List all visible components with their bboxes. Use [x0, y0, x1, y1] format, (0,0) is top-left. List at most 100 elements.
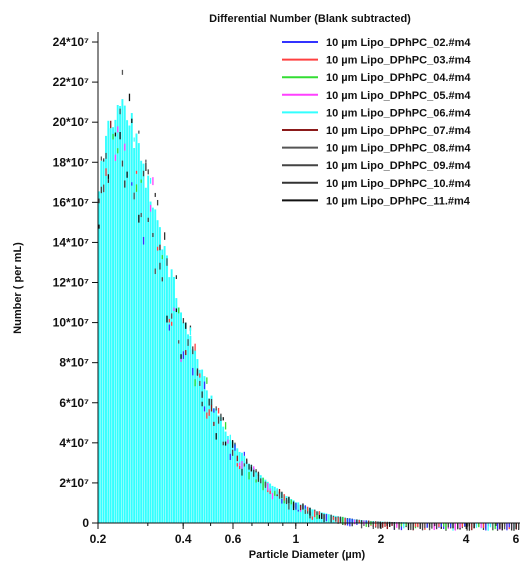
series-mark: [236, 463, 238, 467]
series-mark: [149, 204, 152, 212]
series-mark: [314, 510, 316, 518]
series-mark: [171, 321, 173, 326]
series-mark: [321, 513, 323, 519]
series-mark: [311, 510, 313, 517]
series-mark: [450, 522, 452, 528]
series-mark: [506, 522, 508, 531]
histogram-bar: [205, 390, 208, 523]
series-mark: [518, 522, 520, 529]
series-mark: [377, 521, 379, 529]
y-tick-label: 24*10⁷: [53, 35, 89, 49]
series-mark: [375, 521, 377, 527]
series-mark: [138, 130, 140, 134]
histogram-bar: [301, 504, 304, 523]
y-tick-label: 14*10⁷: [53, 235, 89, 249]
series-mark: [114, 132, 117, 137]
series-mark: [208, 398, 210, 406]
series-mark: [267, 483, 269, 491]
y-tick-label: 2*10⁷: [59, 476, 89, 490]
series-mark: [248, 472, 250, 480]
series-mark: [435, 522, 438, 530]
series-mark: [438, 522, 440, 527]
series-mark: [349, 518, 351, 525]
histogram-bar: [98, 191, 100, 523]
series-mark: [192, 367, 194, 376]
series-mark: [412, 522, 414, 530]
series-mark: [119, 132, 121, 140]
series-mark: [117, 148, 119, 154]
series-mark: [281, 499, 283, 504]
series-mark: [461, 522, 464, 527]
series-mark: [117, 126, 119, 133]
series-mark: [421, 522, 424, 531]
series-mark: [147, 169, 149, 175]
series-mark: [475, 522, 478, 528]
series-mark: [323, 514, 325, 523]
histogram-bar: [271, 485, 274, 523]
series-mark: [121, 160, 124, 167]
series-mark: [140, 179, 142, 183]
histogram-bar: [285, 496, 288, 523]
series-mark: [224, 441, 227, 446]
histogram-bar: [147, 175, 150, 523]
series-mark: [100, 156, 102, 161]
series-mark: [189, 327, 192, 336]
series-mark: [255, 479, 257, 483]
series-mark: [325, 514, 328, 522]
y-axis: 0 2*10⁷ 4*10⁷ 6*10⁷ 8*10⁷ 10*10⁷ 12*10⁷ 14*10⁷ 1…: [53, 32, 99, 530]
series-mark: [210, 404, 213, 412]
series-mark: [203, 381, 206, 390]
series-mark: [426, 522, 428, 528]
histogram-bar: [222, 426, 225, 523]
legend-label: 10 µm Lipo_DPhPC_10.#m4: [326, 178, 471, 190]
histogram-bar: [130, 113, 133, 523]
series-mark: [173, 288, 175, 296]
histogram-bar: [163, 246, 166, 524]
histogram-bar: [194, 350, 197, 523]
series-mark: [142, 170, 145, 177]
series-mark: [302, 503, 304, 510]
legend-label: 10 µm Lipo_DPhPC_03.#m4: [326, 55, 471, 67]
series-mark: [138, 214, 140, 223]
series-mark: [145, 163, 147, 171]
x-tick-label: 0.2: [90, 532, 107, 546]
series-mark: [140, 212, 142, 218]
series-mark: [257, 474, 260, 482]
histogram-bar: [109, 128, 112, 524]
histogram-bar: [259, 475, 262, 523]
series-mark: [262, 477, 264, 485]
series-mark: [288, 502, 290, 510]
histogram-bar: [201, 369, 204, 523]
series-mark: [222, 417, 224, 421]
histogram-bar: [154, 209, 157, 524]
histogram-bar: [173, 276, 175, 523]
series-mark: [292, 501, 295, 508]
series-mark: [107, 174, 110, 179]
histogram-bar: [248, 463, 250, 523]
series-mark: [276, 488, 278, 495]
series-mark: [194, 379, 196, 387]
series-mark: [414, 522, 417, 527]
series-mark: [210, 399, 213, 405]
series-mark: [185, 322, 187, 329]
histogram-bar: [269, 483, 272, 523]
series-mark: [215, 406, 217, 411]
series-mark: [105, 168, 107, 176]
series-mark: [154, 192, 156, 197]
series-mark: [192, 346, 194, 355]
histogram-bar: [140, 160, 143, 523]
series-mark: [217, 416, 220, 424]
histogram-bar: [128, 125, 131, 523]
series-mark: [164, 303, 166, 311]
series-mark: [424, 522, 426, 529]
histogram-bar: [217, 415, 220, 523]
series-mark: [405, 522, 407, 526]
histogram-bar: [299, 504, 302, 523]
series-mark: [124, 180, 126, 188]
histogram-bar: [229, 439, 232, 523]
x-tick-label: 1: [292, 532, 299, 546]
series-mark: [332, 516, 335, 521]
series-mark: [339, 516, 342, 522]
plot-area: [98, 69, 520, 531]
series-mark: [239, 462, 241, 469]
